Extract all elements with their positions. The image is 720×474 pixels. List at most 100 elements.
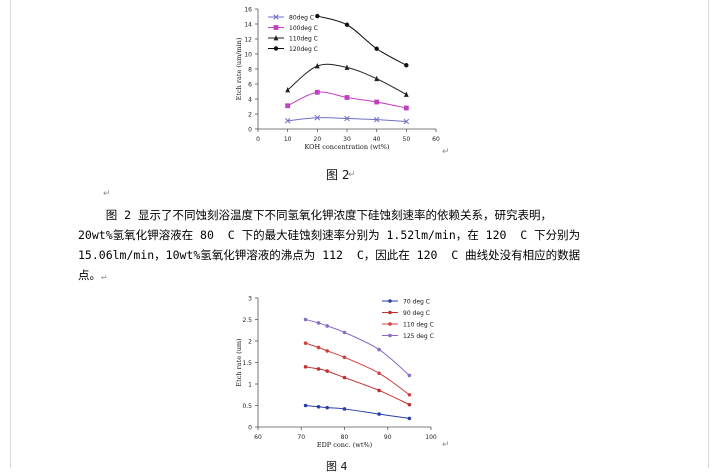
page-margin-left bbox=[10, 0, 11, 468]
figure-2-svg: 0 10 20 30 40 50 60 0 2 4 6 8 10 12 14 16 KOH concentrat… bbox=[235, 7, 440, 152]
y-tick-label: 12 bbox=[244, 37, 252, 44]
figure-4-chart: 60 70 80 90 100 0 0.5 1 1.5 2 2.5 3 EDP conc. (wt%) E… bbox=[0, 290, 720, 458]
y-axis-label: Etch rate (um/min) bbox=[235, 37, 243, 100]
data-point bbox=[325, 324, 330, 328]
empty-line-mark: ↵ bbox=[103, 189, 111, 199]
data-point bbox=[344, 64, 350, 70]
data-point bbox=[325, 405, 330, 410]
y-tick-label: 3 bbox=[248, 296, 252, 303]
paragraph-mark: ↵ bbox=[348, 170, 356, 180]
data-point bbox=[315, 13, 320, 19]
x-tick-label: 100 bbox=[425, 434, 437, 441]
y-tick-label: 1 bbox=[248, 382, 252, 389]
data-point bbox=[377, 371, 381, 376]
legend: 80deg C 100deg C 110deg C 120deg C bbox=[268, 14, 318, 53]
legend-label: 110 deg C bbox=[403, 322, 434, 329]
series-line bbox=[305, 319, 410, 376]
series-110deg-C bbox=[285, 63, 409, 97]
data-point bbox=[374, 75, 380, 82]
data-point bbox=[303, 341, 308, 345]
data-point bbox=[377, 412, 381, 416]
data-point bbox=[316, 321, 321, 325]
figure-4-caption: 图 4 bbox=[326, 460, 348, 473]
data-point bbox=[407, 402, 412, 407]
data-point bbox=[273, 25, 279, 30]
x-tick-label: 0 bbox=[256, 136, 260, 143]
legend-label: 110deg C bbox=[289, 36, 318, 43]
x-tick-label: 60 bbox=[432, 136, 440, 143]
legend-marker bbox=[388, 310, 392, 315]
legend-label: 120deg C bbox=[289, 46, 318, 53]
data-point bbox=[314, 89, 320, 95]
y-tick-label: 0.5 bbox=[242, 403, 252, 410]
data-point bbox=[404, 63, 409, 68]
x-tick-label: 90 bbox=[384, 434, 392, 441]
data-point bbox=[284, 117, 291, 124]
paragraph-line: 20wt%氢氧化钾溶液在 80 C 下的最大硅蚀刻速率分别为 1.52lm/mi… bbox=[78, 228, 581, 242]
y-tick-label: 2.5 bbox=[242, 317, 252, 324]
y-tick-label: 16 bbox=[244, 7, 252, 14]
paragraph-mark: ↵ bbox=[442, 440, 450, 450]
data-point bbox=[373, 116, 380, 123]
data-point bbox=[314, 63, 320, 69]
data-point bbox=[407, 392, 412, 397]
series-line bbox=[287, 91, 407, 109]
y-tick-label: 10 bbox=[244, 52, 252, 59]
paragraph-mark: ↵ bbox=[442, 147, 450, 157]
data-point bbox=[303, 403, 308, 408]
x-axis-label: EDP conc. (wt%) bbox=[317, 441, 373, 449]
data-point bbox=[407, 416, 412, 421]
series-90-deg-C bbox=[303, 365, 412, 407]
data-point bbox=[273, 46, 279, 51]
data-point bbox=[344, 95, 350, 100]
data-point bbox=[316, 345, 321, 350]
legend-label: 125 deg C bbox=[403, 333, 434, 340]
data-point bbox=[342, 355, 347, 360]
x-tick-label: 40 bbox=[373, 136, 381, 143]
data-point bbox=[314, 114, 321, 121]
figure-2-chart: 0 10 20 30 40 50 60 0 2 4 6 8 10 12 14 16 KOH concentrat… bbox=[0, 0, 720, 160]
data-point bbox=[316, 367, 321, 371]
data-point bbox=[303, 365, 308, 369]
paragraph-line: 点。↵ bbox=[78, 268, 107, 282]
data-point bbox=[342, 375, 347, 380]
data-point bbox=[316, 404, 321, 409]
legend-label: 80deg C bbox=[289, 15, 314, 22]
legend-label: 70 deg C bbox=[403, 299, 430, 306]
data-point bbox=[377, 388, 381, 393]
data-point bbox=[374, 46, 379, 51]
figure-2-caption: 图 2 bbox=[326, 168, 350, 182]
legend-marker bbox=[388, 322, 392, 326]
series-70-deg-C bbox=[303, 403, 412, 421]
x-tick-label: 70 bbox=[297, 434, 305, 441]
series-110-deg-C bbox=[303, 341, 412, 397]
series-120deg-C bbox=[315, 13, 409, 68]
y-axis-label: Etch rate (um) bbox=[235, 338, 243, 387]
data-point bbox=[273, 35, 279, 41]
series-125-deg-C bbox=[303, 317, 412, 378]
y-tick-label: 2 bbox=[248, 112, 252, 119]
data-point bbox=[344, 22, 350, 27]
data-point bbox=[285, 87, 291, 93]
legend: 70 deg C 90 deg C 110 deg C 125 deg C bbox=[382, 299, 434, 340]
paragraph-line: 15.06lm/min，10wt%氢氧化钾溶液的沸点为 112 C，因此在 12… bbox=[78, 248, 581, 262]
y-tick-label: 0 bbox=[248, 127, 252, 134]
body-paragraph: 图 2 显示了不同蚀刻浴温度下不同氢氧化钾浓度下硅蚀刻速率的依赖关系，研究表明，… bbox=[78, 205, 608, 287]
legend-marker bbox=[388, 299, 392, 303]
data-point bbox=[273, 14, 279, 20]
series-80deg-C bbox=[284, 114, 410, 125]
y-tick-label: 6 bbox=[248, 82, 252, 89]
y-tick-label: 4 bbox=[248, 97, 252, 104]
data-point bbox=[303, 317, 308, 322]
series-line bbox=[317, 15, 407, 66]
y-tick-label: 8 bbox=[248, 67, 252, 74]
data-point bbox=[403, 105, 409, 111]
x-axis-label: KOH concentration (wt%) bbox=[304, 143, 389, 151]
data-point bbox=[342, 407, 347, 411]
series-100deg-C bbox=[285, 89, 409, 111]
data-point bbox=[403, 118, 410, 125]
y-tick-label: 14 bbox=[244, 22, 252, 29]
figure-4-svg: 60 70 80 90 100 0 0.5 1 1.5 2 2.5 3 EDP conc. (wt%) E… bbox=[235, 296, 437, 450]
legend-label: 90 deg C bbox=[403, 310, 430, 317]
data-point bbox=[407, 373, 412, 378]
